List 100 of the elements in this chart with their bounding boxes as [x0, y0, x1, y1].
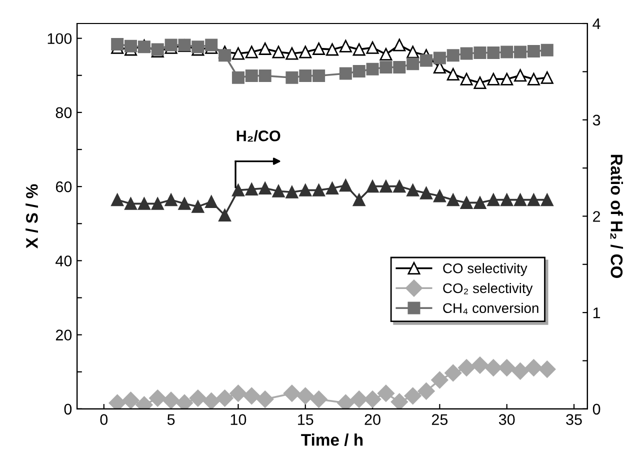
point [406, 58, 420, 70]
point [326, 182, 338, 195]
y-tick-label: 40 [56, 256, 72, 266]
point [245, 46, 258, 58]
point [339, 67, 352, 80]
point [111, 38, 124, 51]
point [299, 70, 312, 82]
point [364, 390, 382, 408]
point [312, 184, 326, 196]
point [124, 197, 138, 210]
point [189, 390, 206, 407]
point [243, 387, 260, 404]
point [230, 384, 247, 402]
point [460, 196, 473, 209]
y-tick-label: 100 [48, 33, 72, 44]
point [444, 364, 462, 382]
point [256, 390, 274, 408]
x-tick-label: 25 [432, 414, 448, 425]
y-axis-title: X / S / % [26, 184, 38, 248]
point [484, 359, 502, 376]
text: H₂/CO [236, 130, 280, 142]
point [500, 72, 514, 86]
point [514, 69, 527, 82]
point [500, 194, 514, 206]
point [433, 52, 446, 64]
point [474, 76, 486, 90]
point [149, 390, 166, 407]
point [232, 47, 244, 60]
point [471, 356, 489, 374]
point [339, 179, 352, 192]
point [339, 40, 352, 52]
y-tick-label: 20 [56, 330, 72, 340]
point [540, 194, 554, 206]
point [514, 46, 527, 58]
x-tick-label: 15 [298, 414, 314, 425]
y-tick-label: 60 [56, 181, 72, 192]
point [192, 200, 204, 213]
x-tick-label: 5 [167, 414, 175, 425]
point [202, 392, 220, 409]
point [272, 184, 285, 198]
y2-tick-label: 1 [593, 308, 600, 318]
x-tick-label: 30 [498, 414, 515, 425]
point [514, 194, 527, 206]
point [487, 46, 500, 60]
point [420, 54, 433, 67]
point [176, 394, 194, 409]
legend-label: CO selectivity [443, 263, 528, 276]
point [162, 392, 180, 409]
point [377, 384, 395, 402]
point [527, 194, 540, 206]
point [258, 182, 272, 195]
point [390, 393, 408, 409]
point [258, 70, 272, 82]
point [205, 38, 218, 52]
point [232, 71, 244, 84]
point [487, 194, 500, 206]
point [433, 190, 446, 202]
point [218, 208, 232, 222]
point [406, 46, 420, 58]
point [138, 197, 150, 210]
point [326, 43, 338, 56]
point [446, 194, 460, 206]
point [393, 60, 406, 74]
point [111, 194, 124, 206]
point [216, 390, 234, 407]
point [460, 72, 473, 86]
point [245, 70, 258, 82]
point [286, 47, 298, 60]
point [312, 70, 326, 82]
point [418, 382, 435, 400]
point [380, 180, 392, 193]
point [122, 392, 140, 409]
point [527, 72, 540, 86]
x-tick-label: 20 [364, 414, 380, 425]
point [498, 359, 516, 376]
x-tick-label: 35 [566, 414, 582, 425]
point [178, 197, 191, 210]
point [352, 43, 366, 56]
point [232, 184, 244, 196]
y-tick-label: 80 [56, 107, 72, 118]
point [404, 387, 422, 404]
point [406, 184, 420, 196]
point [299, 46, 312, 58]
x-axis-title: Time / h [301, 434, 363, 446]
point [525, 359, 542, 376]
y-tick-label: 0 [64, 404, 72, 415]
y2-tick-label: 0 [592, 404, 600, 415]
point [218, 49, 232, 62]
legend-label: CH₄ conversion [443, 302, 538, 314]
point [366, 180, 379, 193]
point [312, 42, 326, 55]
point [460, 47, 473, 60]
point [108, 394, 126, 409]
point [366, 41, 379, 54]
point [366, 62, 379, 76]
point [258, 42, 272, 55]
point [540, 71, 554, 84]
point [205, 195, 218, 208]
point [380, 60, 392, 74]
point [299, 184, 312, 196]
